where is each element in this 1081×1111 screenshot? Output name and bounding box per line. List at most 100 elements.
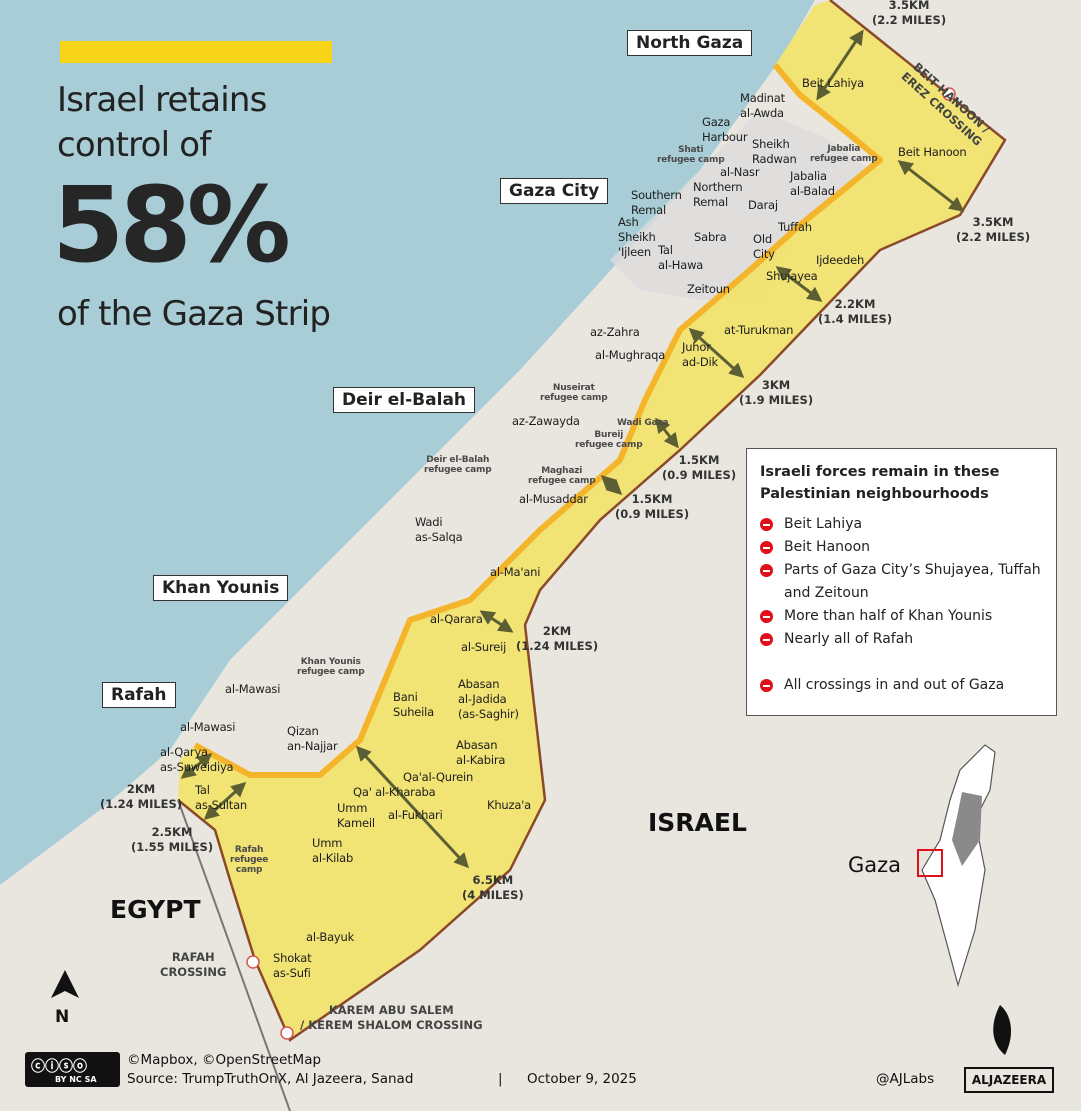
withdrawal-line xyxy=(193,63,883,778)
camp-label: Wadi Gaza xyxy=(617,418,669,428)
country-egypt: EGYPT xyxy=(110,895,201,924)
distance-arrow xyxy=(688,327,745,379)
region-rafah: Rafah xyxy=(102,682,176,708)
title-percent: 58% xyxy=(52,164,291,286)
place-label: al-Mawasi xyxy=(225,682,281,696)
map-credits: ©Mapbox, ©OpenStreetMap xyxy=(127,1052,322,1068)
crossing-label-kerem-shalom: KAREM ABU SALEM / KEREM SHALOM CROSSING xyxy=(300,1003,483,1032)
region-khan-younis: Khan Younis xyxy=(153,575,289,601)
crossing-icon xyxy=(942,87,956,101)
distance-label: 2KM (1.24 MILES) xyxy=(516,624,599,653)
distance-arrow xyxy=(600,474,623,496)
region-deir-el-balah: Deir el-Balah xyxy=(333,387,476,413)
title-line-1: Israel retains xyxy=(57,80,267,120)
place-label: Beit Lahiya xyxy=(802,76,864,90)
title-line-2: control of xyxy=(57,125,211,165)
place-label: Tuffah xyxy=(778,220,812,234)
ajlabs-handle: @AJLabs xyxy=(876,1071,935,1087)
distance-label: 2KM (1.24 MILES) xyxy=(100,782,183,811)
legend-item: More than half of Khan Younis xyxy=(760,605,1043,628)
crossing-label-rafah: RAFAH CROSSING xyxy=(160,950,227,979)
crossing-icon xyxy=(246,955,260,969)
distance-label: 6.5KM (4 MILES) xyxy=(462,873,524,902)
gaza-highlight-box xyxy=(917,849,943,877)
country-israel: ISRAEL xyxy=(648,808,747,837)
distance-label: 2.5KM (1.55 MILES) xyxy=(131,825,214,854)
place-label: al-Sureij xyxy=(461,640,507,654)
place-label: al-Bayuk xyxy=(306,930,355,944)
place-label: Ash Sheikh 'Ijleen xyxy=(618,215,656,259)
urban-area xyxy=(610,110,870,300)
place-label: Abasan al-Kabira xyxy=(456,738,506,767)
place-label: Old City xyxy=(753,232,775,261)
aljazeera-logo-icon xyxy=(993,1005,1012,1055)
camp-label: Khan Younis refugee camp xyxy=(297,657,365,677)
camp-label: Nuseirat refugee camp xyxy=(540,383,608,403)
north-label: N xyxy=(55,1007,70,1027)
camp-label: Rafah refugee camp xyxy=(230,845,269,875)
place-label: at-Turukman xyxy=(724,323,794,337)
place-label: Shokat as-Sufi xyxy=(273,951,312,980)
cc-icon: ⓒⓘⓢⓞ xyxy=(31,1059,87,1075)
place-label: Umm al-Kilab xyxy=(312,836,354,865)
camp-label: Deir el-Balah refugee camp xyxy=(424,455,492,475)
aljazeera-logo: ALJAZEERA xyxy=(964,1067,1054,1093)
distance-arrow xyxy=(355,745,470,869)
egypt-border xyxy=(177,799,291,1111)
distance-label: 3.5KM (2.2 MILES) xyxy=(956,215,1031,244)
place-label: Khuza'a xyxy=(487,798,532,812)
camp-label: Shati refugee camp xyxy=(657,145,725,165)
region-gaza-city: Gaza City xyxy=(500,178,609,204)
date-text: October 9, 2025 xyxy=(527,1071,637,1087)
camp-label: Bureij refugee camp xyxy=(575,430,643,450)
distance-arrow xyxy=(203,781,247,821)
place-label: Juhor ad-Dik xyxy=(682,340,719,369)
place-label: Abasan al-Jadida (as-Saghir) xyxy=(458,677,519,721)
place-label: Daraj xyxy=(748,198,778,212)
distance-arrow xyxy=(655,417,679,449)
no-entry-icon xyxy=(760,518,773,531)
legend-item: Nearly all of Rafah xyxy=(760,628,1043,651)
title-line-3: of the Gaza Strip xyxy=(57,294,331,334)
distance-arrows xyxy=(180,29,965,869)
place-label: Beit Hanoon xyxy=(898,145,967,159)
north-arrow-icon xyxy=(51,970,79,998)
place-label: Southern Remal xyxy=(631,188,682,217)
no-entry-icon xyxy=(760,564,773,577)
distance-arrow xyxy=(897,160,965,212)
distance-label: 2.2KM (1.4 MILES) xyxy=(818,297,893,326)
distance-arrow xyxy=(180,753,213,779)
place-label: Qa' al-Kharaba xyxy=(353,785,436,799)
place-label: Ijdeedeh xyxy=(816,253,865,267)
place-label: Tal as-Sultan xyxy=(195,783,248,812)
place-label: Wadi as-Salqa xyxy=(415,515,463,544)
distance-label: 1.5KM (0.9 MILES) xyxy=(662,453,737,482)
legend-item: Parts of Gaza City’s Shujayea, Tuffah an… xyxy=(760,559,1043,605)
region-north-gaza: North Gaza xyxy=(627,30,753,56)
legend-item: All crossings in and out of Gaza xyxy=(760,674,1043,697)
distance-label: 3KM (1.9 MILES) xyxy=(739,378,814,407)
crossing-icon xyxy=(280,1026,294,1040)
place-label: Tal al-Hawa xyxy=(658,243,704,272)
place-label: Qa'al-Qurein xyxy=(403,770,474,784)
place-label: al-Mawasi xyxy=(180,720,236,734)
place-label: al-Musaddar xyxy=(519,492,588,506)
title-accent-bar xyxy=(60,41,332,63)
legend-item: Beit Hanoon xyxy=(760,536,1043,559)
place-label: Bani Suheila xyxy=(393,690,434,719)
source-text: Source: TrumpTruthOnX, Al Jazeera, Sanad xyxy=(127,1071,414,1087)
place-label: Sabra xyxy=(694,230,727,244)
footer-separator: | xyxy=(498,1071,503,1087)
creative-commons-badge: BY NC SA ⓒⓘⓢⓞ xyxy=(25,1052,120,1087)
inset-map xyxy=(917,744,996,988)
crossing-markers xyxy=(246,87,956,1040)
no-entry-icon xyxy=(760,633,773,646)
place-label: az-Zahra xyxy=(590,325,640,339)
legend-box: Israeli forces remain in these Palestini… xyxy=(746,448,1057,716)
distance-arrow xyxy=(816,29,864,101)
place-label: Zeitoun xyxy=(687,282,730,296)
inset-gaza-label: Gaza xyxy=(848,853,902,877)
place-label: al-Qarara xyxy=(430,612,483,626)
camp-label: Jabalia refugee camp xyxy=(810,144,878,164)
place-label: Shujayea xyxy=(766,269,818,283)
